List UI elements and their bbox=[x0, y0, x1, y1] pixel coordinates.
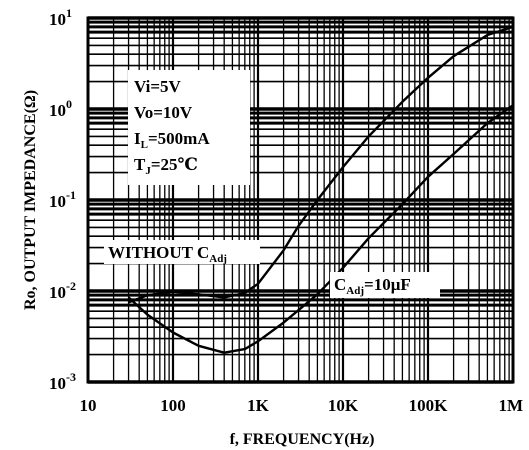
y-tick-label: 100 bbox=[49, 97, 72, 120]
y-tick-labels: 101 100 10-1 10-2 10-3 bbox=[49, 6, 76, 393]
x-tick-label: 1K bbox=[247, 396, 270, 415]
x-tick-label: 1M bbox=[498, 396, 523, 415]
x-tick-label: 100K bbox=[409, 396, 449, 415]
x-tick-label: 10 bbox=[80, 396, 97, 415]
condition-tj-main: T bbox=[134, 155, 146, 174]
label-without-cadj-sub: Adj bbox=[209, 253, 227, 265]
condition-tj: TJ=25℃ bbox=[134, 155, 198, 177]
label-cadj-main: C bbox=[334, 275, 346, 294]
label-without-cadj: WITHOUT CAdj bbox=[104, 240, 260, 265]
plot-frame bbox=[86, 16, 515, 384]
label-cadj-10uf: CAdj=10μF bbox=[330, 272, 440, 298]
curves bbox=[127, 25, 514, 354]
x-axis-label: f, FREQUENCY(Hz) bbox=[230, 431, 375, 448]
y-tick-label: 101 bbox=[49, 6, 72, 29]
x-tick-label: 10K bbox=[328, 396, 359, 415]
y-tick-label: 10-3 bbox=[49, 370, 76, 393]
condition-il: IL=500mA bbox=[134, 129, 210, 151]
condition-vo: Vo=10V bbox=[134, 103, 193, 122]
y-tick-label: 10-2 bbox=[49, 279, 76, 302]
condition-vi: Vi=5V bbox=[134, 77, 182, 96]
condition-il-main: I bbox=[134, 129, 141, 148]
series-line-1 bbox=[128, 25, 514, 304]
plot-border bbox=[86, 16, 515, 384]
conditions-box: Vi=5V Vo=10V IL=500mA TJ=25℃ bbox=[128, 70, 250, 185]
y-axis-label: Ro, OUTPUT IMPEDANCE(Ω) bbox=[22, 90, 39, 310]
condition-tj-sub: J bbox=[145, 165, 151, 177]
x-tick-label: 100 bbox=[160, 396, 186, 415]
series-line-2 bbox=[127, 104, 514, 354]
condition-il-rest: =500mA bbox=[148, 129, 210, 148]
y-tick-label: 10-1 bbox=[49, 188, 76, 211]
svg-text:CAdj=10μF: CAdj=10μF bbox=[334, 275, 411, 297]
condition-tj-rest: =25℃ bbox=[151, 155, 198, 174]
label-cadj-rest: =10μF bbox=[364, 275, 411, 294]
label-cadj-sub: Adj bbox=[346, 285, 364, 297]
svg-text:WITHOUT CAdj: WITHOUT CAdj bbox=[108, 243, 227, 265]
condition-il-sub: L bbox=[141, 139, 148, 151]
x-tick-labels: 10 100 1K 10K 100K 1M bbox=[80, 396, 524, 415]
label-without-cadj-main: WITHOUT C bbox=[108, 243, 209, 262]
